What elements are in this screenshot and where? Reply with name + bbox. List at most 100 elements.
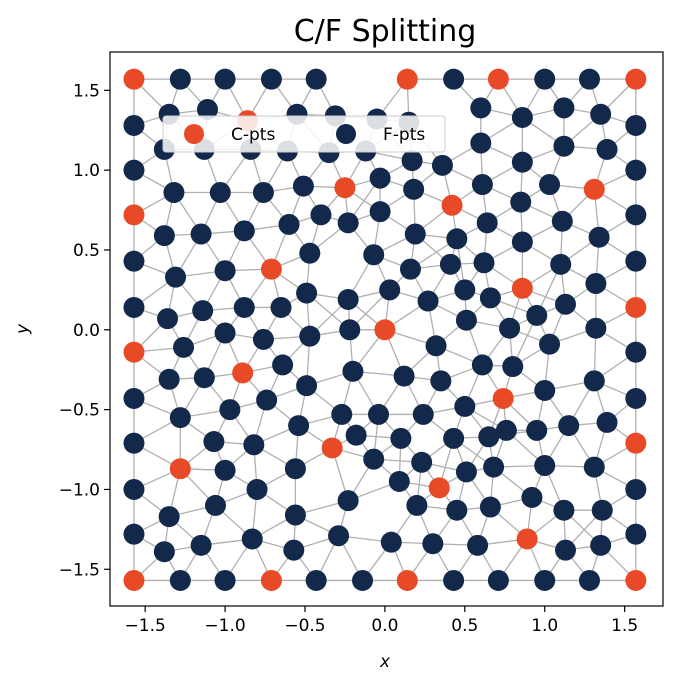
f-point <box>425 335 447 357</box>
f-point <box>471 354 493 376</box>
f-point <box>502 356 524 378</box>
f-point <box>305 68 327 90</box>
f-point <box>487 569 509 591</box>
f-point <box>625 114 647 136</box>
x-tick-label: 1.5 <box>611 616 638 636</box>
f-point <box>393 365 415 387</box>
f-point <box>534 455 556 477</box>
plot-frame <box>109 51 664 607</box>
f-point <box>345 424 367 446</box>
f-point <box>342 360 364 382</box>
f-point <box>390 427 412 449</box>
f-point <box>454 279 476 301</box>
f-point <box>403 178 425 200</box>
f-point <box>471 174 493 196</box>
f-point <box>260 68 282 90</box>
f-point <box>157 308 179 330</box>
f-point <box>214 322 236 344</box>
f-point <box>555 293 577 315</box>
x-tick-label: −0.5 <box>284 616 325 636</box>
f-point <box>411 451 433 473</box>
f-point <box>283 539 305 561</box>
c-point <box>123 68 145 90</box>
c-point <box>625 569 647 591</box>
f-point <box>123 250 145 272</box>
f-point <box>337 490 359 512</box>
y-axis-label: y <box>13 323 33 335</box>
f-point <box>583 456 605 478</box>
f-point <box>417 290 439 312</box>
f-point <box>511 151 533 173</box>
f-point <box>331 403 353 425</box>
f-point <box>173 336 195 358</box>
f-point <box>270 296 292 318</box>
f-point <box>625 523 647 545</box>
f-point <box>578 68 600 90</box>
f-point <box>521 486 543 508</box>
f-point <box>510 191 532 213</box>
legend-f-pts-marker <box>336 124 356 144</box>
f-point <box>284 504 306 526</box>
f-point <box>203 431 225 453</box>
f-point <box>443 68 465 90</box>
f-point <box>439 253 461 275</box>
f-point <box>558 415 580 437</box>
legend-c-pts-label: C-pts <box>231 125 275 145</box>
f-point <box>379 279 401 301</box>
c-point <box>232 362 254 384</box>
c-point <box>123 204 145 226</box>
f-point <box>583 370 605 392</box>
f-point <box>299 325 321 347</box>
f-point <box>625 478 647 500</box>
c-point <box>625 432 647 454</box>
f-point <box>190 223 212 245</box>
x-tick-label: −1.5 <box>125 616 166 636</box>
f-point <box>534 569 556 591</box>
y-tick-label: 0.0 <box>73 321 100 341</box>
y-tick-label: 1.5 <box>73 81 100 101</box>
f-point <box>123 523 145 545</box>
f-point <box>625 204 647 226</box>
f-point <box>233 296 255 318</box>
c-point <box>374 319 396 341</box>
f-point <box>296 282 318 304</box>
c-point <box>260 569 282 591</box>
c-point <box>625 68 647 90</box>
c-point <box>583 178 605 200</box>
f-point <box>406 494 428 516</box>
f-point <box>550 253 572 275</box>
f-point <box>192 300 214 322</box>
f-point <box>363 448 385 470</box>
f-point <box>153 541 175 563</box>
f-point <box>214 68 236 90</box>
f-point <box>204 494 226 516</box>
f-point <box>470 132 492 154</box>
f-point <box>339 319 361 341</box>
f-point <box>625 341 647 363</box>
f-point <box>478 426 500 448</box>
f-point <box>169 68 191 90</box>
f-point <box>495 419 517 441</box>
f-point <box>473 252 495 274</box>
y-tick-label: −0.5 <box>59 401 100 421</box>
f-point <box>483 456 505 478</box>
f-point <box>470 97 492 119</box>
f-point <box>288 415 310 437</box>
c-point <box>516 528 538 550</box>
f-point <box>511 231 533 253</box>
legend: C-pts F-pts <box>162 115 446 153</box>
f-point <box>625 250 647 272</box>
f-point <box>443 569 465 591</box>
c-point <box>428 477 450 499</box>
f-point <box>526 304 548 326</box>
f-point <box>363 244 385 266</box>
f-point <box>165 266 187 288</box>
c-point <box>511 277 533 299</box>
c-point <box>260 258 282 280</box>
f-point <box>511 106 533 128</box>
f-point <box>310 204 332 226</box>
f-point <box>243 434 265 456</box>
f-point <box>446 228 468 250</box>
f-point <box>369 167 391 189</box>
